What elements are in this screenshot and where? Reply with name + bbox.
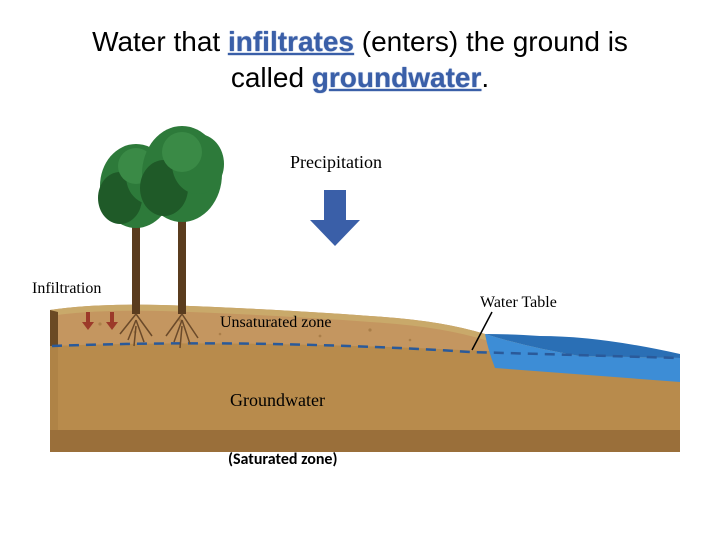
- heading-line2: called groundwater.: [231, 62, 489, 93]
- heading-emph-infiltrates: infiltrates: [228, 26, 354, 57]
- heading-text: (enters) the ground is: [354, 26, 628, 57]
- heading-text: .: [481, 62, 489, 93]
- precipitation-label: Precipitation: [290, 152, 382, 173]
- unsaturated-zone-label: Unsaturated zone: [220, 314, 332, 332]
- heading-emph-groundwater: groundwater: [312, 62, 482, 93]
- precipitation-arrow-icon: [310, 190, 360, 246]
- ground-base: [50, 430, 680, 452]
- water-table-label: Water Table: [480, 294, 557, 312]
- infiltration-label: Infiltration: [32, 280, 101, 298]
- heading-text: called: [231, 62, 312, 93]
- groundwater-diagram: Precipitation Infiltration Unsaturated z…: [40, 120, 680, 500]
- page-heading: Water that infiltrates (enters) the grou…: [0, 24, 720, 97]
- diagram-svg: [40, 120, 680, 500]
- heading-text: Water that: [92, 26, 228, 57]
- saturated-zone-label: (Saturated zone): [228, 450, 337, 469]
- groundwater-label: Groundwater: [230, 390, 325, 411]
- heading-line1: Water that infiltrates (enters) the grou…: [92, 26, 628, 57]
